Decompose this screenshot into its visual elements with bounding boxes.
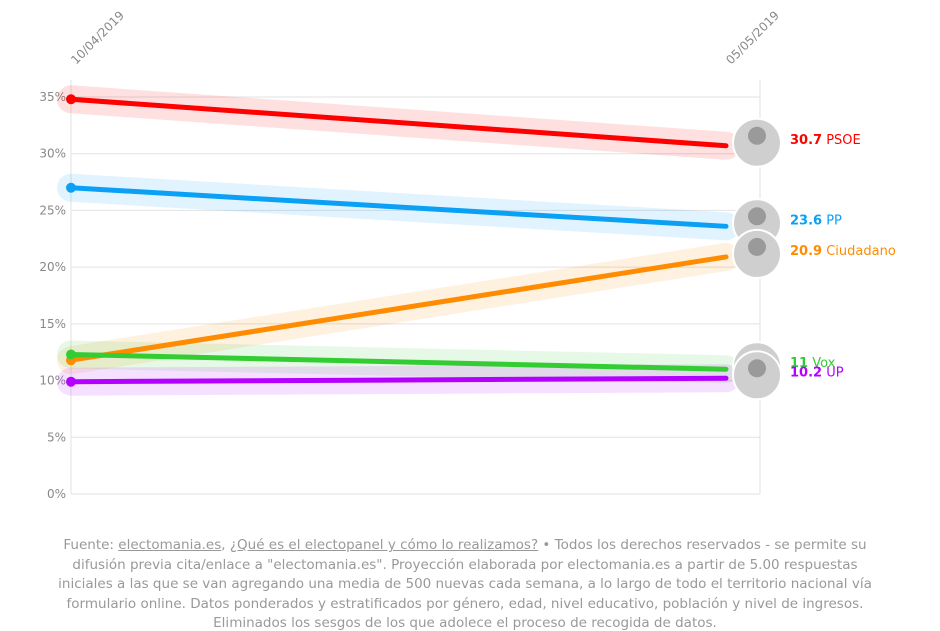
value-label: 30.7 bbox=[790, 133, 822, 148]
footer: Fuente: electomania.es, ¿Qué es el elect… bbox=[58, 537, 872, 631]
y-tick-label: 5% bbox=[47, 430, 66, 444]
line bbox=[68, 351, 729, 372]
point bbox=[66, 349, 76, 360]
point bbox=[66, 376, 76, 387]
x-tick-label: 05/05/2019 bbox=[723, 8, 782, 67]
footer-prefix: Fuente: bbox=[63, 537, 114, 553]
avatar-head bbox=[748, 237, 766, 256]
series-name: UP bbox=[826, 365, 844, 380]
end-label: 23.6 PP bbox=[790, 213, 842, 228]
line bbox=[68, 96, 729, 149]
series-name: PSOE bbox=[826, 133, 861, 148]
y-tick-label: 25% bbox=[39, 203, 66, 217]
series-name: Vox bbox=[812, 356, 835, 371]
series-name: PP bbox=[826, 213, 842, 228]
value-label: 23.6 bbox=[790, 213, 822, 228]
value-label: 10.2 bbox=[790, 365, 822, 380]
line bbox=[68, 375, 729, 385]
end-label: 20.9 Ciudadano bbox=[790, 244, 896, 259]
value-label: 11 bbox=[790, 356, 808, 371]
end-label: 10.2 UP bbox=[790, 365, 844, 380]
line bbox=[68, 185, 729, 229]
end-label: 30.7 PSOE bbox=[790, 133, 861, 148]
chart: 0% 5% 10% 15% 20% 25% 30% 35% 10/04/2019 05/05/20… bbox=[39, 8, 896, 501]
y-tick-label: 10% bbox=[39, 374, 66, 388]
y-tick-label: 35% bbox=[39, 90, 66, 104]
point bbox=[66, 182, 76, 193]
series-name: Ciudadano bbox=[826, 244, 896, 259]
footer-text: • Todos los derechos reservados - se per… bbox=[58, 537, 872, 631]
avatar-head bbox=[748, 207, 766, 226]
x-tick-label: 10/04/2019 bbox=[68, 8, 127, 67]
avatar-head bbox=[748, 126, 766, 145]
value-label: 20.9 bbox=[790, 244, 822, 259]
y-tick-label: 15% bbox=[39, 317, 66, 331]
end-label: 11 Vox bbox=[790, 356, 836, 371]
y-tick-label: 0% bbox=[47, 487, 66, 501]
line bbox=[68, 254, 729, 363]
point bbox=[66, 94, 76, 105]
footer-link[interactable]: electomania.es bbox=[118, 537, 222, 553]
avatar-head bbox=[748, 359, 766, 378]
footer-link[interactable]: ¿Qué es el electopanel y cómo lo realiza… bbox=[229, 537, 539, 553]
y-tick-label: 30% bbox=[39, 147, 66, 161]
y-tick-label: 20% bbox=[39, 260, 66, 274]
